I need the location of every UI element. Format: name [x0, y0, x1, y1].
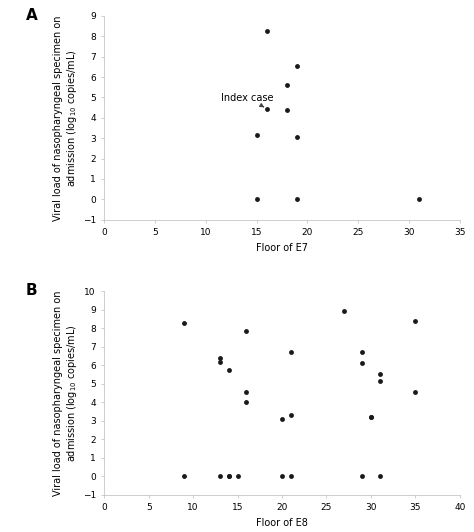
Point [278, 472, 286, 480]
Point [293, 195, 301, 204]
Point [358, 348, 366, 356]
Point [293, 62, 301, 70]
Text: Index case: Index case [221, 93, 273, 107]
Point [287, 472, 295, 480]
Point [216, 472, 224, 480]
Point [367, 413, 375, 421]
Point [263, 104, 271, 113]
Point [225, 365, 232, 374]
Point [216, 353, 224, 362]
Text: A: A [26, 8, 38, 23]
Point [287, 411, 295, 419]
X-axis label: Floor of E7: Floor of E7 [256, 243, 308, 253]
Point [225, 472, 232, 480]
Y-axis label: Viral load of nasopharyngeal specimen on
admission ($\mathrm{log_{10}}$ copies/m: Viral load of nasopharyngeal specimen on… [53, 15, 79, 221]
Point [243, 398, 250, 406]
Point [415, 195, 423, 204]
Point [225, 472, 232, 480]
Text: B: B [26, 283, 38, 298]
Point [216, 358, 224, 367]
Point [283, 81, 291, 89]
Point [358, 359, 366, 368]
Point [243, 388, 250, 396]
Point [340, 307, 348, 315]
Point [411, 317, 419, 325]
Point [243, 327, 250, 335]
Point [181, 472, 188, 480]
Point [367, 413, 375, 421]
Point [287, 348, 295, 356]
Point [234, 472, 241, 480]
Point [358, 472, 366, 480]
Point [293, 133, 301, 142]
Point [253, 131, 260, 139]
Point [411, 388, 419, 396]
Y-axis label: Viral load of nasopharyngeal specimen on
admission ($\mathrm{log_{10}}$ copies/m: Viral load of nasopharyngeal specimen on… [53, 290, 79, 496]
Point [376, 377, 383, 385]
Point [376, 370, 383, 379]
Point [263, 27, 271, 36]
Point [181, 319, 188, 328]
Point [283, 105, 291, 114]
Point [376, 472, 383, 480]
Point [278, 414, 286, 423]
Point [253, 195, 260, 204]
X-axis label: Floor of E8: Floor of E8 [256, 518, 308, 528]
